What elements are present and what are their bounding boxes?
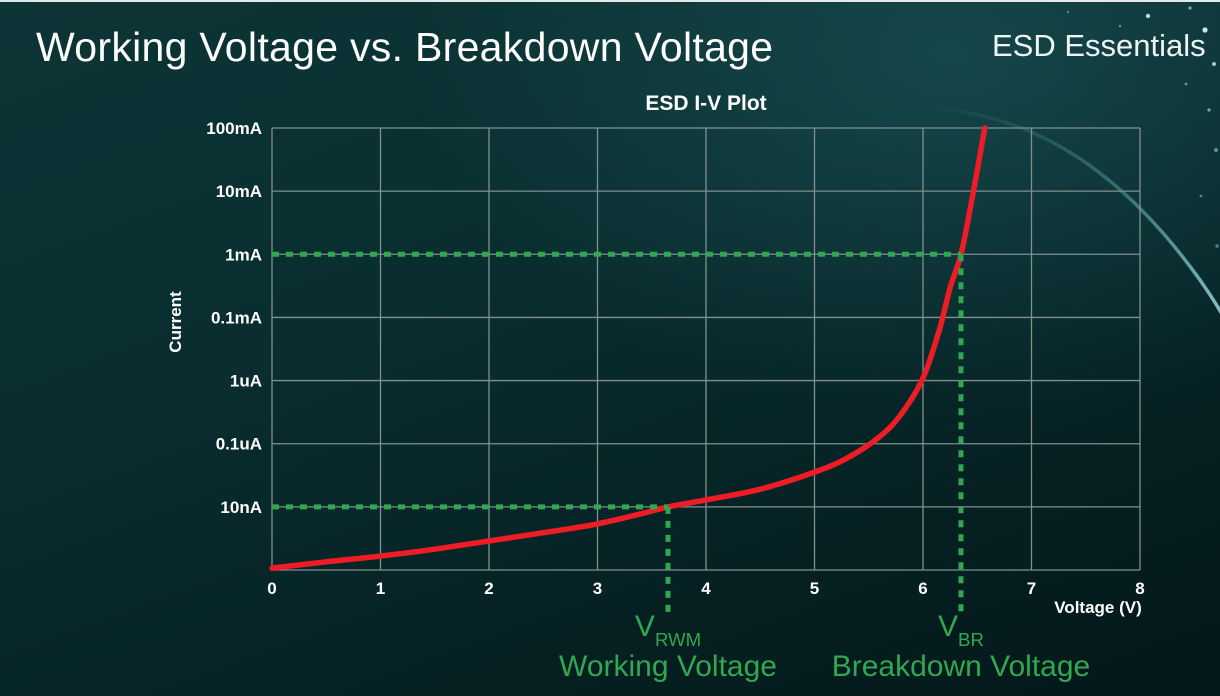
- top-edge-line: [0, 0, 1220, 2]
- x-tick-label: 8: [1135, 579, 1144, 598]
- x-tick-label: 0: [267, 579, 276, 598]
- x-tick-label: 4: [701, 579, 711, 598]
- y-tick-label: 100mA: [206, 119, 262, 138]
- x-tick-label: 3: [593, 579, 602, 598]
- working-voltage-symbol: VRWM: [634, 610, 702, 651]
- y-tick-label: 1uA: [230, 372, 262, 391]
- working-voltage-caption: Working Voltage: [559, 650, 777, 683]
- y-tick-label: 0.1uA: [216, 435, 262, 454]
- y-tick-label: 0.1mA: [211, 308, 262, 327]
- iv-curve: [269, 125, 988, 571]
- decorative-swoosh: [924, 6, 1220, 315]
- page-title: Working Voltage vs. Breakdown Voltage: [36, 24, 774, 70]
- y-tick-label: 10nA: [220, 498, 262, 517]
- x-tick-label: 2: [484, 579, 493, 598]
- x-axis-title: Voltage (V): [1054, 598, 1142, 617]
- chart-title: ESD I-V Plot: [645, 92, 767, 115]
- breakdown-voltage-caption: Breakdown Voltage: [831, 650, 1091, 683]
- breakdown-voltage-symbol: VBR: [938, 610, 984, 651]
- x-tick-label: 1: [376, 579, 385, 598]
- y-axis-title: Current: [166, 291, 185, 353]
- brand-text: ESD Essentials: [992, 28, 1206, 63]
- x-tick-label: 5: [810, 579, 819, 598]
- x-tick-label: 7: [1027, 579, 1036, 598]
- y-tick-label: 1mA: [225, 245, 262, 264]
- working-voltage-label: VRWM Working Voltage: [559, 610, 777, 684]
- breakdown-voltage-label: VBR Breakdown Voltage: [832, 610, 1091, 684]
- y-tick-label: 10mA: [216, 182, 262, 201]
- x-tick-label: 6: [918, 579, 927, 598]
